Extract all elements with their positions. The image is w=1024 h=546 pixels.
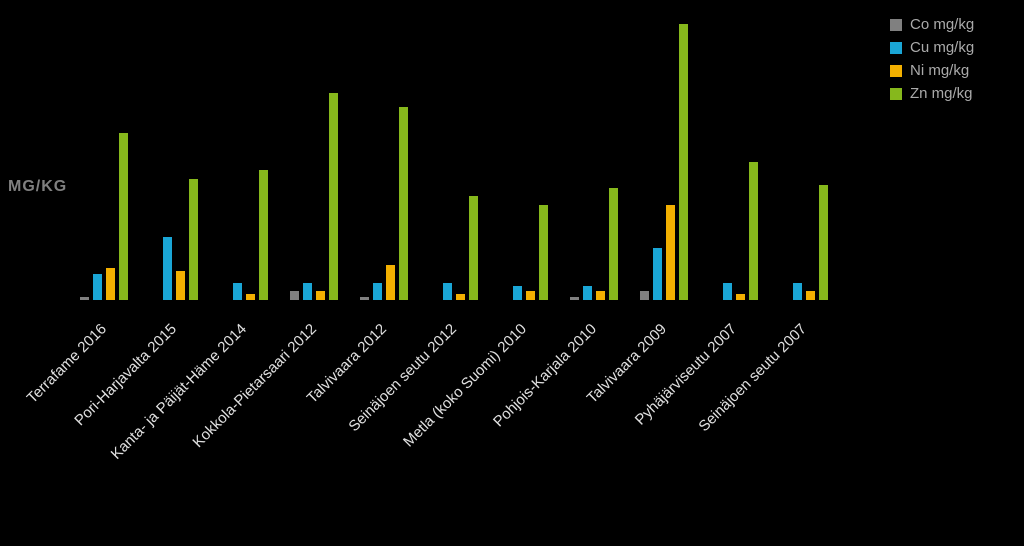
bar-cu — [583, 286, 592, 300]
bar-zn — [679, 24, 688, 300]
bar-cu — [723, 283, 732, 300]
bar-cu — [303, 283, 312, 300]
legend-label: Co mg/kg — [910, 16, 974, 33]
legend-label: Zn mg/kg — [910, 85, 973, 102]
legend-swatch — [890, 19, 902, 31]
bar-group — [220, 12, 268, 300]
bar-co — [80, 297, 89, 300]
bar-group — [430, 12, 478, 300]
legend-item: Ni mg/kg — [890, 62, 974, 79]
bar-ni — [106, 268, 115, 300]
bar-zn — [119, 133, 128, 300]
bar-zn — [539, 205, 548, 300]
bar-cu — [443, 283, 452, 300]
bar-ni — [736, 294, 745, 300]
plot-area — [72, 12, 882, 300]
bar-zn — [469, 196, 478, 300]
bar-zn — [819, 185, 828, 300]
bar-zn — [329, 93, 338, 300]
chart: MG/KG Co mg/kgCu mg/kgNi mg/kgZn mg/kg T… — [0, 0, 1024, 546]
bar-cu — [93, 274, 102, 300]
legend-label: Ni mg/kg — [910, 62, 969, 79]
bar-group — [780, 12, 828, 300]
bar-co — [570, 297, 579, 300]
bar-co — [290, 291, 299, 300]
bar-ni — [386, 265, 395, 300]
bar-group — [710, 12, 758, 300]
bar-co — [640, 291, 649, 300]
bar-group — [80, 12, 128, 300]
legend-item: Cu mg/kg — [890, 39, 974, 56]
legend-item: Co mg/kg — [890, 16, 974, 33]
legend-swatch — [890, 42, 902, 54]
legend-label: Cu mg/kg — [910, 39, 974, 56]
bar-ni — [456, 294, 465, 300]
bar-zn — [259, 170, 268, 300]
legend: Co mg/kg Cu mg/kg Ni mg/kg Zn mg/kg — [890, 16, 974, 108]
bar-group — [290, 12, 338, 300]
bar-group — [360, 12, 408, 300]
y-axis-label: MG/KG — [8, 178, 67, 196]
bar-ni — [176, 271, 185, 300]
bar-cu — [793, 283, 802, 300]
bar-ni — [666, 205, 675, 300]
legend-swatch — [890, 65, 902, 77]
bar-cu — [373, 283, 382, 300]
bar-co — [360, 297, 369, 300]
bar-zn — [609, 188, 618, 300]
legend-swatch — [890, 88, 902, 100]
bar-ni — [806, 291, 815, 300]
bar-zn — [749, 162, 758, 300]
bar-ni — [526, 291, 535, 300]
bar-zn — [399, 107, 408, 300]
bar-zn — [189, 179, 198, 300]
bar-cu — [513, 286, 522, 300]
bar-ni — [596, 291, 605, 300]
bar-group — [570, 12, 618, 300]
bar-group — [500, 12, 548, 300]
bar-ni — [316, 291, 325, 300]
bar-cu — [163, 237, 172, 300]
bar-cu — [233, 283, 242, 300]
bar-cu — [653, 248, 662, 300]
bar-group — [150, 12, 198, 300]
bar-group — [640, 12, 688, 300]
bar-ni — [246, 294, 255, 300]
legend-item: Zn mg/kg — [890, 85, 974, 102]
